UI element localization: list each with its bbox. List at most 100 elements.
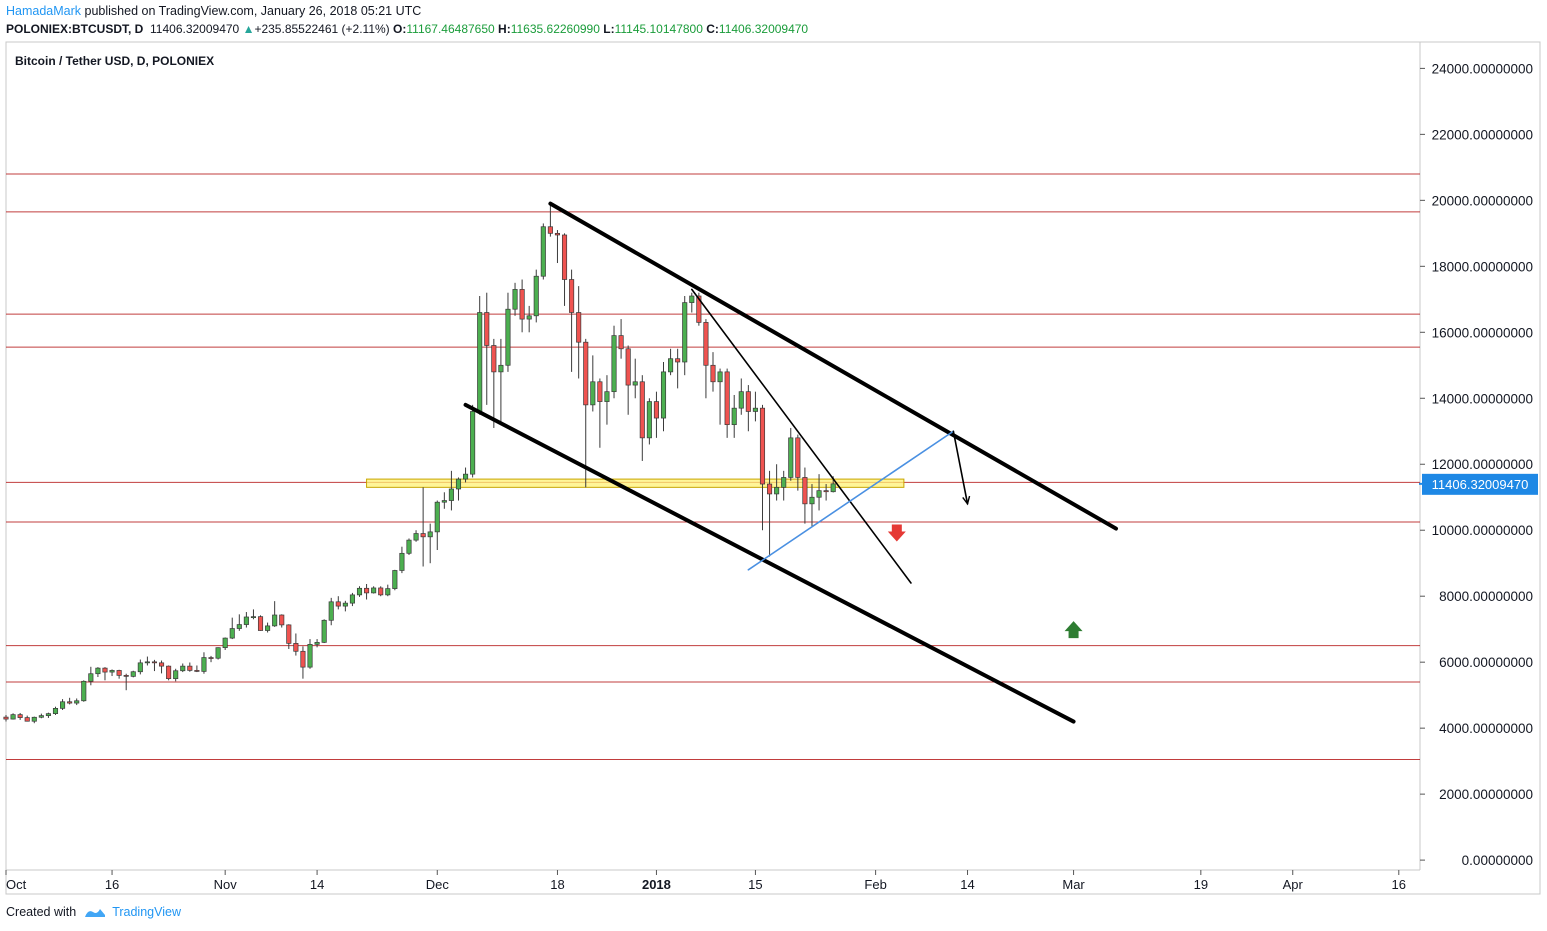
candle-body [208, 657, 214, 659]
candle-body [703, 322, 709, 366]
candle-up [774, 464, 780, 501]
candle-up [427, 523, 433, 564]
candle-up [328, 597, 334, 626]
candle-up [45, 712, 51, 718]
candle-body [194, 670, 200, 672]
candle-body [675, 358, 681, 363]
author-link[interactable]: HamadaMark [6, 4, 82, 18]
candle-body [696, 295, 702, 323]
candle-body [38, 715, 44, 718]
publisher-line: HamadaMark published on TradingView.com,… [6, 4, 421, 18]
down-arrow-icon [887, 524, 906, 542]
price-tick-label: 24000.00000000 [1432, 61, 1533, 76]
price-tick-label: 4000.00000000 [1439, 721, 1533, 736]
candle-body [745, 391, 751, 412]
candle-up [781, 470, 787, 501]
price-tick-label: 2000.00000000 [1439, 787, 1533, 802]
candle-body [717, 371, 723, 383]
candle-body [767, 483, 773, 495]
candle-body [689, 295, 695, 303]
candle-up [349, 592, 355, 607]
candle-up [540, 223, 546, 280]
candle-up [215, 647, 221, 660]
candle-body [660, 371, 667, 419]
candle-body [31, 716, 37, 722]
candle-down [802, 467, 808, 524]
candle-body [639, 381, 645, 439]
time-tick-label: Mar [1062, 877, 1085, 892]
candle-body [17, 714, 23, 718]
candle-body [215, 647, 221, 659]
candle-up [173, 668, 179, 682]
candle-down [795, 434, 801, 491]
candle-body [300, 650, 306, 668]
candle-up [682, 296, 688, 376]
candle-up [250, 609, 256, 620]
candle-up [385, 584, 391, 597]
price-axis: 24000.00000000 22000.00000000 20000.000000… [1420, 61, 1533, 868]
candle-up [660, 361, 667, 432]
candle-down [257, 615, 264, 631]
candle-body [625, 348, 631, 386]
candle-up [74, 698, 80, 706]
candle-up [455, 477, 462, 501]
price-tick-label: 22000.00000000 [1432, 127, 1533, 142]
candle-down [378, 586, 384, 597]
candle-down [151, 659, 158, 672]
candle-up [137, 659, 143, 675]
candle-up [738, 378, 744, 415]
open-value: 11167.46487650 [406, 22, 495, 36]
chart-title: Bitcoin / Tether USD, D, POLONIEX [15, 54, 214, 68]
open-label: O: [393, 22, 407, 36]
candle-down [491, 338, 497, 428]
candle-up [526, 305, 532, 333]
candle-up [604, 375, 610, 425]
candle-body [561, 234, 568, 280]
time-tick-label: 18 [550, 877, 564, 892]
candle-body [378, 587, 384, 596]
time-tick-label: 2018 [642, 877, 671, 892]
candle-body [356, 587, 363, 596]
candle-down [24, 715, 30, 722]
candle-up [229, 617, 235, 640]
candle-body [463, 473, 469, 480]
candle-body [392, 570, 398, 589]
candle-down [286, 624, 292, 649]
candle-body [816, 490, 822, 498]
candle-body [632, 381, 638, 386]
candle-body [236, 624, 242, 629]
price-chart[interactable]: 24000.00000000 22000.00000000 20000.000000… [0, 0, 1547, 900]
tradingview-link[interactable]: TradingView [112, 905, 181, 919]
candle-body [3, 716, 9, 720]
symbol-name[interactable]: POLONIEX:BTCUSDT, D [6, 22, 144, 36]
candle-body [349, 594, 355, 604]
candle-down [300, 646, 306, 679]
candle-up [512, 282, 518, 316]
candle-body [477, 312, 483, 412]
candle-down [618, 319, 624, 359]
candle-body [95, 667, 101, 675]
candle-body [738, 391, 744, 409]
candle-down [710, 352, 716, 392]
chart-frame [5, 41, 1541, 895]
time-tick-label: 14 [960, 877, 974, 892]
candle-body [653, 401, 659, 419]
change-up-icon: ▲ [242, 22, 255, 36]
candle-body [547, 226, 553, 234]
candle-up [31, 716, 37, 724]
candle-up [788, 427, 794, 481]
candle-body [420, 533, 426, 538]
candle-up [816, 474, 822, 511]
candle-body [293, 643, 299, 652]
candle-up [144, 656, 150, 666]
candle-body [491, 345, 497, 373]
candle-body [222, 637, 228, 649]
candle-body [455, 478, 462, 490]
candle-body [116, 670, 122, 676]
time-tick-label: Dec [426, 877, 450, 892]
candle-body [505, 308, 511, 366]
candle-body [795, 437, 801, 478]
candle-body [328, 601, 334, 621]
candle-up [314, 639, 320, 648]
candle-body [759, 407, 766, 485]
